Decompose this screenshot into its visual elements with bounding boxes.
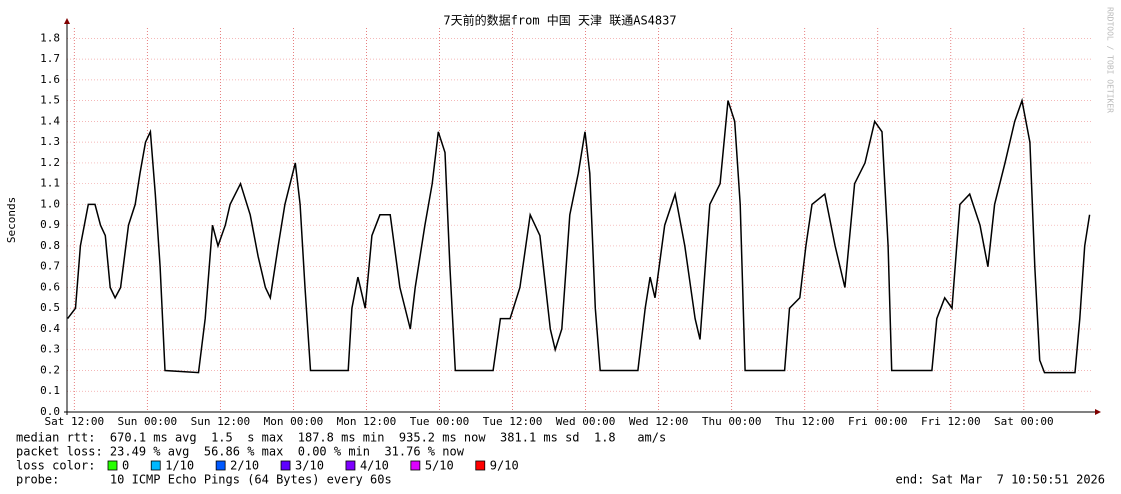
y-tick-label: 0.7 — [40, 260, 60, 273]
axis-arrow — [64, 18, 70, 24]
legend-swatch — [215, 460, 226, 471]
y-tick-label: 1.2 — [40, 156, 60, 169]
y-tick-label: 1.0 — [40, 197, 60, 210]
loss-title: loss color: — [16, 459, 95, 473]
y-tick-label: 0.3 — [40, 343, 60, 356]
end-time: end: Sat Mar 7 10:50:51 2026 — [895, 473, 1105, 487]
legend-label: 9/10 — [490, 459, 519, 473]
y-tick-label: 0.2 — [40, 363, 60, 376]
x-tick-label: Fri 00:00 — [848, 415, 908, 428]
legend-swatch — [345, 460, 356, 471]
axis-arrow — [1095, 409, 1101, 415]
legend-label: 2/10 — [230, 459, 259, 473]
y-tick-label: 1.3 — [40, 135, 60, 148]
x-tick-label: Tue 00:00 — [410, 415, 470, 428]
probe: probe: 10 ICMP Echo Pings (64 Bytes) eve… — [16, 473, 392, 487]
x-tick-label: Wed 00:00 — [556, 415, 616, 428]
legend-label: 1/10 — [165, 459, 194, 473]
legend-swatch — [410, 460, 421, 471]
legend-swatch — [107, 460, 118, 471]
x-tick-label: Thu 00:00 — [702, 415, 762, 428]
y-tick-label: 0.4 — [40, 322, 60, 335]
x-tick-label: Mon 00:00 — [264, 415, 324, 428]
watermark: RRDTOOL / TOBI OETIKER — [1106, 7, 1115, 113]
legend-swatch — [475, 460, 486, 471]
x-tick-label: Fri 12:00 — [921, 415, 981, 428]
y-tick-label: 0.8 — [40, 239, 60, 252]
legend-label: 4/10 — [360, 459, 389, 473]
y-tick-label: 1.1 — [40, 177, 60, 190]
x-tick-label: Sun 00:00 — [118, 415, 178, 428]
x-tick-label: Tue 12:00 — [483, 415, 543, 428]
y-tick-label: 0.6 — [40, 280, 60, 293]
x-tick-label: Sun 12:00 — [191, 415, 251, 428]
legend-swatch — [150, 460, 161, 471]
legend-label: 3/10 — [295, 459, 324, 473]
y-tick-label: 0.0 — [40, 405, 60, 418]
y-tick-label: 0.9 — [40, 218, 60, 231]
stats-line: packet loss: 23.49 % avg 56.86 % max 0.0… — [16, 445, 465, 459]
y-tick-label: 1.7 — [40, 52, 60, 65]
chart-title: 7天前的数据from 中国 天津 联通AS4837 — [443, 13, 676, 28]
y-tick-label: 0.5 — [40, 301, 60, 314]
stats-line: median rtt: 670.1 ms avg 1.5 s max 187.8… — [16, 431, 666, 445]
x-tick-label: Sat 12:00 — [44, 415, 104, 428]
y-tick-label: 1.5 — [40, 94, 60, 107]
x-tick-label: Sat 00:00 — [994, 415, 1054, 428]
y-tick-label: 1.6 — [40, 73, 60, 86]
legend-swatch — [280, 460, 291, 471]
y-tick-label: 0.1 — [40, 384, 60, 397]
x-tick-label: Thu 12:00 — [775, 415, 835, 428]
y-axis-label: Seconds — [5, 197, 18, 243]
legend-label: 0 — [122, 459, 129, 473]
x-tick-label: Mon 12:00 — [337, 415, 397, 428]
y-tick-label: 1.8 — [40, 31, 60, 44]
y-tick-label: 1.4 — [40, 114, 60, 127]
median-line — [67, 97, 1091, 374]
legend-label: 5/10 — [425, 459, 454, 473]
x-tick-label: Wed 12:00 — [629, 415, 689, 428]
